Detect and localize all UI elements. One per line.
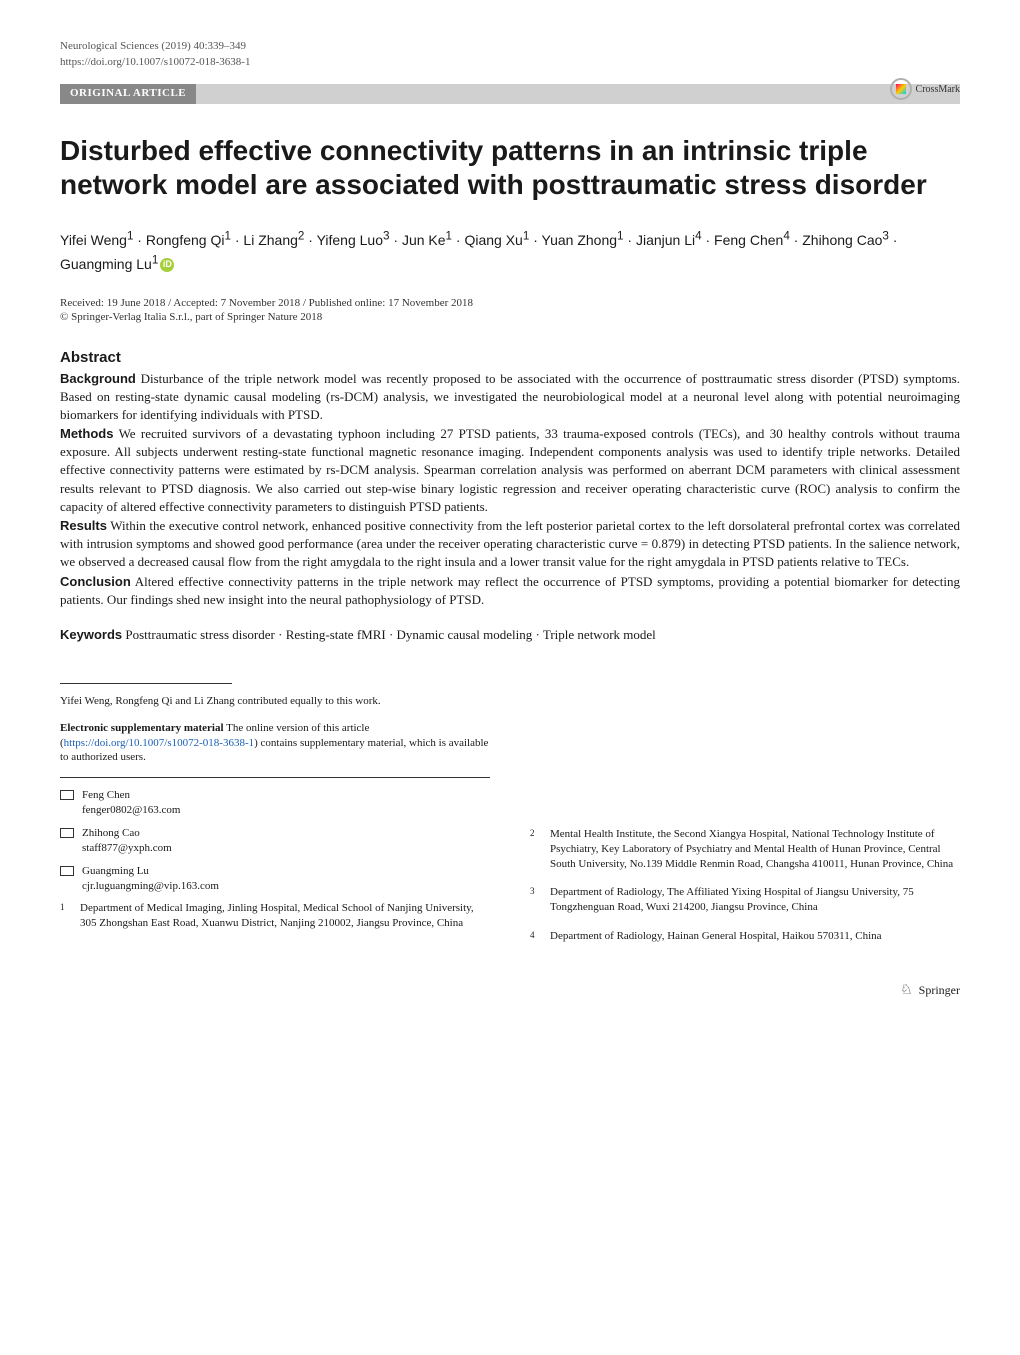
doi-link[interactable]: https://doi.org/10.1007/s10072-018-3638-…	[60, 56, 960, 68]
envelope-icon	[60, 828, 74, 838]
affil-num-1: 1	[60, 901, 70, 931]
abs-label-methods: Methods	[60, 426, 113, 441]
footnote-divider	[60, 683, 232, 684]
article-type-label: ORIGINAL ARTICLE	[60, 84, 196, 104]
article-type-fill	[196, 84, 960, 104]
abs-label-background: Background	[60, 371, 136, 386]
abstract-heading: Abstract	[60, 349, 960, 366]
footnotes-left-col: Yifei Weng, Rongfeng Qi and Li Zhang con…	[60, 677, 490, 958]
affil-num-3: 3	[530, 885, 540, 915]
footnotes-right-col: 2 Mental Health Institute, the Second Xi…	[530, 677, 960, 958]
corr-name-2: Zhihong Cao	[82, 826, 172, 841]
corr-email-2[interactable]: staff877@yxph.com	[82, 841, 172, 856]
corr-author-3: Guangming Lu cjr.luguangming@vip.163.com	[60, 864, 490, 894]
article-dates: Received: 19 June 2018 / Accepted: 7 Nov…	[60, 297, 960, 309]
affiliation-1: 1 Department of Medical Imaging, Jinling…	[60, 901, 490, 931]
journal-reference: Neurological Sciences (2019) 40:339–349	[60, 40, 246, 52]
article-title: Disturbed effective connectivity pattern…	[60, 134, 960, 201]
affiliation-2: 2 Mental Health Institute, the Second Xi…	[530, 827, 960, 872]
affiliation-4: 4 Department of Radiology, Hainan Genera…	[530, 929, 960, 944]
contribution-note: Yifei Weng, Rongfeng Qi and Li Zhang con…	[60, 694, 490, 709]
envelope-icon	[60, 790, 74, 800]
affil-num-4: 4	[530, 929, 540, 944]
corr-author-2: Zhihong Cao staff877@yxph.com	[60, 826, 490, 856]
publisher-name: Springer	[919, 983, 960, 998]
affil-text-1: Department of Medical Imaging, Jinling H…	[80, 901, 490, 931]
abs-text-background: Disturbance of the triple network model …	[60, 371, 960, 422]
article-type-bar: ORIGINAL ARTICLE CrossMark	[60, 84, 960, 104]
corr-name-3: Guangming Lu	[82, 864, 219, 879]
affil-text-2: Mental Health Institute, the Second Xian…	[550, 827, 960, 872]
abs-label-results: Results	[60, 518, 107, 533]
affil-text-4: Department of Radiology, Hainan General …	[550, 929, 882, 944]
crossmark-icon	[890, 78, 912, 100]
journal-header: Neurological Sciences (2019) 40:339–349	[60, 40, 960, 52]
copyright: © Springer-Verlag Italia S.r.l., part of…	[60, 311, 960, 323]
corr-email-3[interactable]: cjr.luguangming@vip.163.com	[82, 879, 219, 894]
affiliation-3: 3 Department of Radiology, The Affiliate…	[530, 885, 960, 915]
keywords-label: Keywords	[60, 627, 122, 642]
corr-name-1: Feng Chen	[82, 788, 180, 803]
author-names: Yifei Weng1 · Rongfeng Qi1 · Li Zhang2 ·…	[60, 232, 897, 272]
esm-link[interactable]: https://doi.org/10.1007/s10072-018-3638-…	[64, 737, 254, 749]
footnote-divider-2	[60, 777, 490, 778]
abs-text-conclusion: Altered effective connectivity patterns …	[60, 574, 960, 607]
abstract-body: Background Disturbance of the triple net…	[60, 370, 960, 609]
esm-note: Electronic supplementary material The on…	[60, 721, 490, 766]
springer-logo-icon: ♘	[900, 982, 913, 999]
author-list: Yifei Weng1 · Rongfeng Qi1 · Li Zhang2 ·…	[60, 227, 960, 274]
corr-email-1[interactable]: fenger0802@163.com	[82, 803, 180, 818]
envelope-icon	[60, 866, 74, 876]
keywords-line: Keywords Posttraumatic stress disorder ·…	[60, 627, 960, 643]
esm-label: Electronic supplementary material	[60, 722, 224, 734]
corr-author-1: Feng Chen fenger0802@163.com	[60, 788, 490, 818]
crossmark-badge[interactable]: CrossMark	[890, 78, 960, 100]
abs-text-results: Within the executive control network, en…	[60, 518, 960, 569]
page-footer: ♘ Springer	[60, 982, 960, 999]
abs-text-methods: We recruited survivors of a devastating …	[60, 426, 960, 514]
orcid-icon[interactable]: iD	[160, 258, 174, 272]
affil-text-3: Department of Radiology, The Affiliated …	[550, 885, 960, 915]
abs-label-conclusion: Conclusion	[60, 574, 131, 589]
footnotes: Yifei Weng, Rongfeng Qi and Li Zhang con…	[60, 677, 960, 958]
affil-num-2: 2	[530, 827, 540, 872]
keywords-text: Posttraumatic stress disorder · Resting-…	[125, 627, 655, 642]
crossmark-label: CrossMark	[916, 84, 960, 95]
